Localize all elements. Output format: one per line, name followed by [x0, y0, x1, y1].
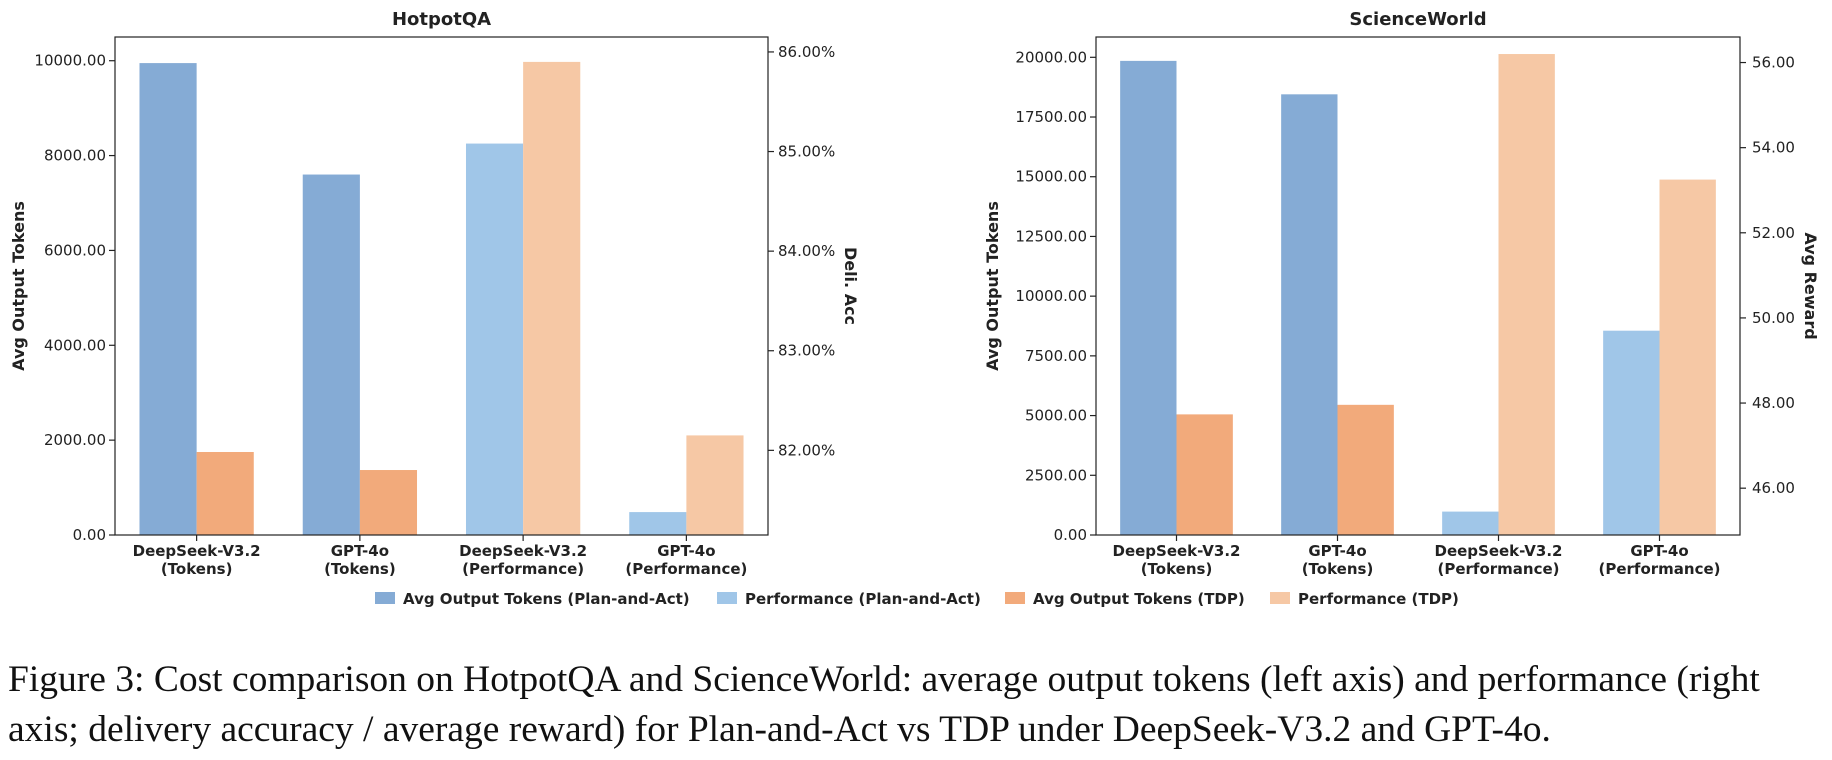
bar-plan_tokens-1	[302, 174, 360, 536]
bar-plan_tokens-0	[1120, 60, 1177, 535]
x-tick-label: GPT-4o	[657, 542, 715, 560]
y2-tick-label: 48.00	[1752, 394, 1795, 412]
y2-tick-label: 46.00	[1752, 479, 1795, 497]
y-tick-label: 15000.00	[1015, 168, 1087, 186]
y2-tick-label: 54.00	[1752, 139, 1795, 157]
x-tick-label: DeepSeek-V3.2	[133, 542, 261, 560]
x-tick-label-sub: (Performance)	[462, 560, 584, 578]
x-tick-label-sub: (Performance)	[1438, 560, 1560, 578]
legend-label: Avg Output Tokens (TDP)	[1033, 590, 1245, 608]
legend-label: Performance (Plan-and-Act)	[745, 590, 981, 608]
bar-tdp_tokens-0	[196, 452, 254, 535]
x-tick-label-sub: (Performance)	[625, 560, 747, 578]
legend-swatch	[717, 592, 737, 604]
y2-tick-label: 85.00%	[778, 143, 835, 161]
y2-axis-label: Avg Reward	[1801, 232, 1820, 339]
legend-item-plan_tokens: Avg Output Tokens (Plan-and-Act)	[375, 590, 690, 608]
y2-tick-label: 56.00	[1752, 54, 1795, 72]
y-tick-label: 0.00	[1054, 526, 1087, 544]
bar-plan_perf-2	[1442, 511, 1499, 535]
chart-title: HotpotQA	[392, 9, 491, 30]
bar-plan_tokens-0	[139, 63, 197, 536]
charts-layer: 0.00 2000.00 4000.00 6000.00 8000.00 10000.00…	[9, 9, 1820, 578]
x-tick-label: GPT-4o	[1308, 542, 1366, 560]
bar-tdp_tokens-0	[1176, 414, 1233, 535]
bar-plan_perf-3	[1603, 330, 1660, 535]
y-tick-label: 2000.00	[44, 431, 106, 449]
x-tick-label-sub: (Tokens)	[1302, 560, 1374, 578]
y-tick-label: 0.00	[73, 526, 106, 544]
legend-item-tdp_perf: Performance (TDP)	[1270, 590, 1459, 608]
y-tick-label: 8000.00	[44, 147, 106, 165]
legend-label: Avg Output Tokens (Plan-and-Act)	[403, 590, 690, 608]
y-tick-label: 10000.00	[34, 52, 106, 70]
chart-title: ScienceWorld	[1349, 9, 1486, 30]
bar-plan_perf-3	[629, 512, 687, 535]
bar-tdp_tokens-1	[1337, 404, 1394, 535]
y-tick-label: 6000.00	[44, 241, 106, 259]
y-tick-label: 4000.00	[44, 336, 106, 354]
y-tick-label: 7500.00	[1025, 347, 1087, 365]
figure-caption: Figure 3: Cost comparison on HotpotQA an…	[8, 659, 1760, 750]
y-tick-label: 2500.00	[1025, 466, 1087, 484]
bar-tdp_perf-3	[686, 435, 744, 535]
x-tick-label-sub: (Tokens)	[1141, 560, 1213, 578]
bar-plan_perf-2	[465, 143, 524, 535]
x-tick-label: DeepSeek-V3.2	[1435, 542, 1563, 560]
y-axis-label: Avg Output Tokens	[983, 201, 1002, 371]
y2-tick-label: 84.00%	[778, 242, 835, 260]
x-tick-label-sub: (Tokens)	[324, 560, 396, 578]
x-tick-label: DeepSeek-V3.2	[1113, 542, 1241, 560]
y-tick-label: 17500.00	[1015, 108, 1087, 126]
y-axis-label: Avg Output Tokens	[9, 201, 28, 371]
x-tick-label: GPT-4o	[1630, 542, 1688, 560]
legend-swatch	[1005, 592, 1025, 604]
y2-axis-label: Deli. Acc	[841, 247, 860, 325]
y2-tick-label: 50.00	[1752, 309, 1795, 327]
legend-item-plan_perf: Performance (Plan-and-Act)	[717, 590, 981, 608]
figure-chart: 0.00 2000.00 4000.00 6000.00 8000.00 10000.00…	[9, 9, 1820, 608]
x-tick-label-sub: (Performance)	[1599, 560, 1721, 578]
legend-swatch	[1270, 592, 1290, 604]
x-tick-label: DeepSeek-V3.2	[459, 542, 587, 560]
x-tick-label: GPT-4o	[331, 542, 389, 560]
bar-tdp_tokens-1	[359, 470, 418, 535]
legend-label: Performance (TDP)	[1298, 590, 1459, 608]
y2-tick-label: 82.00%	[778, 441, 835, 459]
bar-tdp_perf-3	[1659, 179, 1716, 535]
legend-swatch	[375, 592, 395, 604]
legend: Avg Output Tokens (Plan-and-Act) Performa…	[375, 590, 1459, 608]
legend-item-tdp_tokens: Avg Output Tokens (TDP)	[1005, 590, 1245, 608]
y-tick-label: 10000.00	[1015, 287, 1087, 305]
bar-tdp_perf-2	[523, 61, 581, 536]
plot-frame	[1095, 36, 1741, 536]
y2-tick-label: 52.00	[1752, 224, 1795, 242]
chart-hotpotqa: 0.00 2000.00 4000.00 6000.00 8000.00 10000.00…	[9, 9, 860, 578]
bar-tdp_perf-2	[1498, 54, 1555, 535]
y-tick-label: 20000.00	[1015, 48, 1087, 66]
y2-tick-label: 86.00%	[778, 43, 835, 61]
chart-scienceworld: 0.00 2500.00 5000.00 7500.00 10000.00 12500.0…	[983, 9, 1820, 578]
plot-frame	[114, 36, 769, 536]
bar-plan_tokens-1	[1281, 94, 1338, 535]
y2-tick-label: 83.00%	[778, 342, 835, 360]
y-tick-label: 12500.00	[1015, 227, 1087, 245]
x-tick-label-sub: (Tokens)	[161, 560, 233, 578]
y-tick-label: 5000.00	[1025, 407, 1087, 425]
